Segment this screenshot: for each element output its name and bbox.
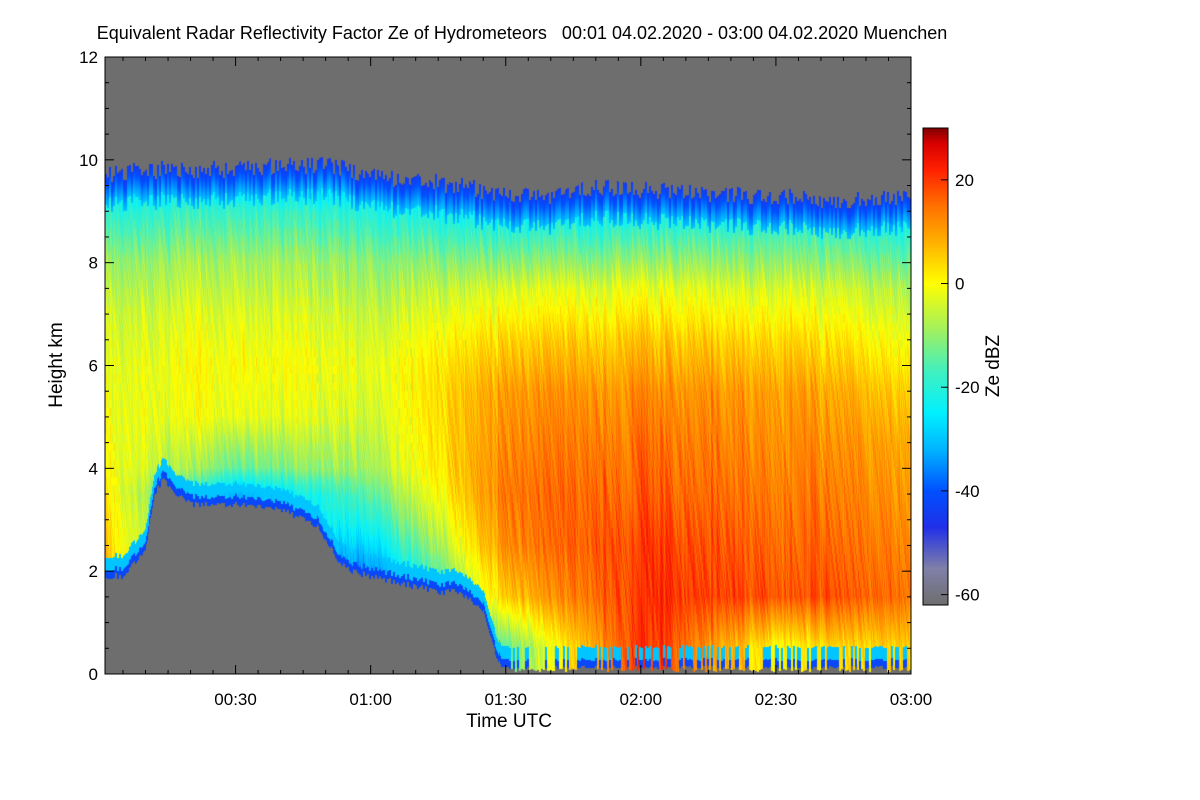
reflectivity-heatmap bbox=[105, 57, 911, 674]
y-tick-label-5: 10 bbox=[79, 151, 98, 170]
chart-title: Equivalent Radar Reflectivity Factor Ze … bbox=[97, 23, 948, 43]
x-axis: 00:30 01:00 01:30 02:00 02:30 03:00 bbox=[122, 57, 933, 709]
colorbar-ticks: 20 0 -20 -40 -60 bbox=[941, 171, 980, 605]
colorbar-ramp bbox=[922, 127, 949, 606]
x-tick-label-1: 01:00 bbox=[349, 690, 392, 709]
y-tick-label-4: 8 bbox=[89, 254, 98, 273]
x-axis-label: Time UTC bbox=[466, 711, 552, 732]
y-axis: 0 2 4 6 8 10 12 bbox=[79, 48, 911, 684]
x-tick-label-4: 02:30 bbox=[755, 690, 798, 709]
colorbar: 20 0 -20 -40 -60 Ze dBZ bbox=[922, 127, 1004, 606]
y-axis-label: Height km bbox=[46, 322, 67, 408]
x-tick-label-3: 02:00 bbox=[620, 690, 663, 709]
y-tick-label-2: 4 bbox=[89, 459, 98, 478]
colorbar-tick-label-2: -20 bbox=[955, 378, 980, 397]
y-tick-label-0: 0 bbox=[89, 665, 98, 684]
colorbar-tick-label-4: -60 bbox=[955, 586, 980, 605]
y-tick-label-1: 2 bbox=[89, 562, 98, 581]
x-tick-label-2: 01:30 bbox=[484, 690, 527, 709]
colorbar-tick-label-3: -40 bbox=[955, 482, 980, 501]
y-tick-label-6: 12 bbox=[79, 48, 98, 67]
x-tick-label-0: 00:30 bbox=[214, 690, 257, 709]
colorbar-tick-label-1: 0 bbox=[955, 275, 964, 294]
x-tick-label-5: 03:00 bbox=[890, 690, 933, 709]
colorbar-tick-label-0: 20 bbox=[955, 171, 974, 190]
colorbar-label: Ze dBZ bbox=[983, 334, 1004, 397]
y-tick-label-3: 6 bbox=[89, 357, 98, 376]
plot-area bbox=[104, 56, 912, 675]
